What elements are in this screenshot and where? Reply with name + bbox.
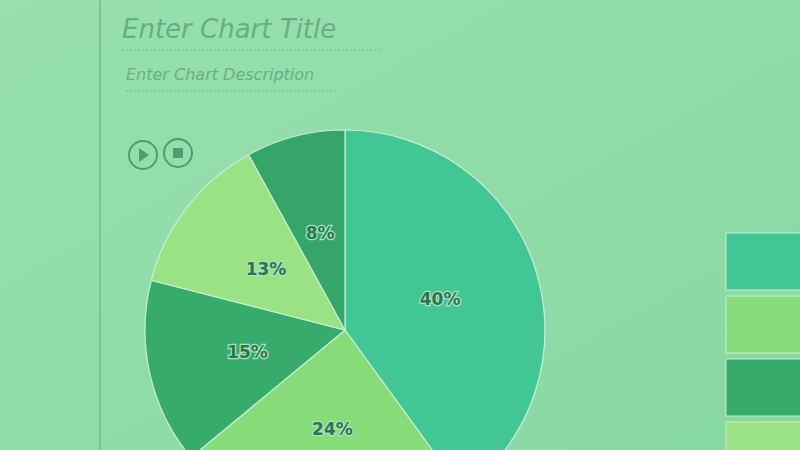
data-label: 8%: [306, 223, 335, 243]
legend-swatch[interactable]: [726, 233, 800, 290]
legend-swatch[interactable]: [726, 296, 800, 353]
chart-subtitle[interactable]: Enter Chart Description: [126, 65, 314, 84]
stop-icon[interactable]: [173, 148, 183, 158]
pie-slice[interactable]: [249, 130, 345, 330]
legend: [726, 233, 800, 450]
legend-swatch[interactable]: [726, 422, 800, 450]
plot-area: [145, 130, 545, 450]
pie: [145, 130, 545, 450]
title-underline: [122, 50, 380, 51]
chart-title[interactable]: Enter Chart Title: [122, 14, 336, 44]
data-label: 13%: [246, 259, 287, 279]
play-button-ring[interactable]: [129, 141, 157, 169]
panel-border: [99, 0, 101, 450]
play-button[interactable]: [129, 141, 157, 169]
play-icon[interactable]: [139, 148, 149, 162]
subtitle-underline: [126, 91, 338, 92]
chart-canvas: Enter Chart Title Enter Chart Description…: [0, 0, 800, 450]
stop-button[interactable]: [164, 139, 192, 167]
data-label: 24%: [312, 419, 353, 439]
data-labels: 40% 24% 15% 13% 8%: [227, 223, 460, 439]
data-label: 15%: [227, 342, 268, 362]
stop-button-ring[interactable]: [164, 139, 192, 167]
data-label: 40%: [420, 289, 461, 309]
legend-swatch[interactable]: [726, 359, 800, 416]
